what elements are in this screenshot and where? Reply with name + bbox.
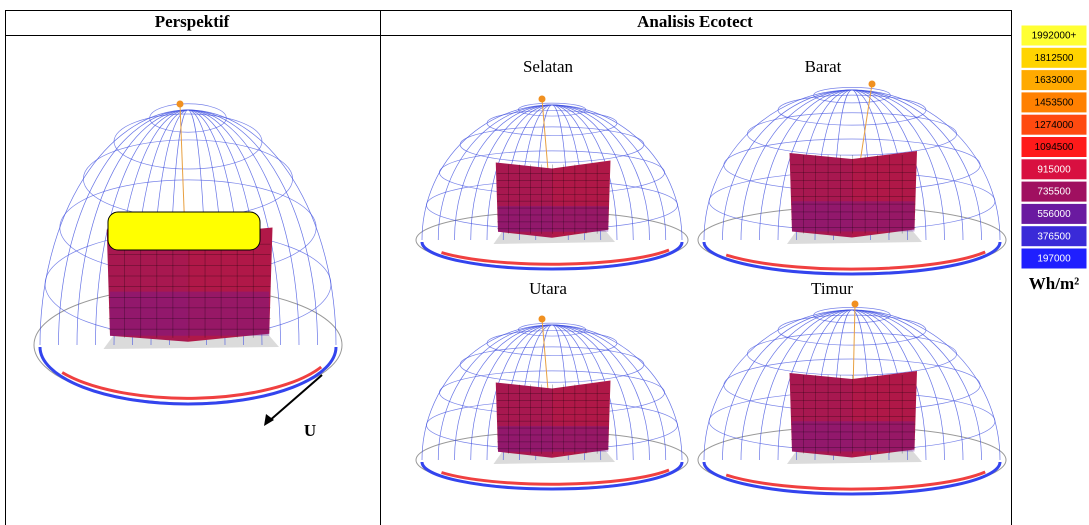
ecotect-scene: [416, 316, 688, 490]
sun: [177, 101, 184, 108]
legend-label: 735500: [1037, 187, 1071, 198]
legend-label: 376500: [1037, 231, 1071, 242]
sun: [539, 96, 546, 103]
view-label: Selatan: [523, 57, 574, 76]
legend-label: 1812500: [1035, 53, 1074, 64]
ecotect-scene: [34, 101, 342, 405]
ecotect-scene: [416, 96, 688, 270]
legend-unit: Wh/m²: [1029, 274, 1079, 293]
legend-label: 1453500: [1035, 98, 1074, 109]
dome-parallel: [460, 347, 644, 382]
figure-svg: Perspektif Analisis Ecotect U Selatan Ba…: [0, 0, 1089, 525]
legend-label: 556000: [1037, 209, 1071, 220]
dome-parallel: [487, 111, 617, 136]
legend-label: 1992000+: [1032, 31, 1077, 42]
dome-parallel: [747, 333, 956, 375]
ecotect-scene: [698, 301, 1006, 495]
column-header: Analisis Ecotect: [637, 12, 753, 31]
sun-path-blue: [40, 347, 336, 404]
dome-parallel: [150, 104, 227, 132]
sun: [852, 301, 859, 308]
cube-lower-tint: [498, 206, 608, 232]
cube-lower-tint: [792, 421, 915, 451]
legend-label: 197000: [1037, 254, 1071, 265]
legend-label: 915000: [1037, 164, 1071, 175]
dome-parallel: [778, 95, 926, 125]
sun: [869, 81, 876, 88]
arrow-head: [264, 414, 274, 426]
sun: [539, 316, 546, 323]
cube-top-face: [108, 212, 260, 250]
view-label: Utara: [529, 279, 567, 298]
view-label: Timur: [811, 279, 853, 298]
dome-parallel: [778, 315, 926, 345]
dome-parallel: [460, 127, 644, 162]
cube-lower-tint: [792, 201, 915, 231]
ecotect-scene: [698, 81, 1006, 275]
legend-label: 1274000: [1035, 120, 1074, 131]
figure: Perspektif Analisis Ecotect U Selatan Ba…: [0, 0, 1089, 525]
cube-lower-tint: [498, 426, 608, 452]
dome-parallel: [487, 331, 617, 356]
dome-parallel: [114, 114, 262, 169]
legend-label: 1094500: [1035, 142, 1074, 153]
north-label: U: [304, 421, 316, 440]
dome-parallel: [747, 113, 956, 155]
column-header: Perspektif: [155, 12, 230, 31]
view-label: Barat: [805, 57, 842, 76]
legend-label: 1633000: [1035, 75, 1074, 86]
